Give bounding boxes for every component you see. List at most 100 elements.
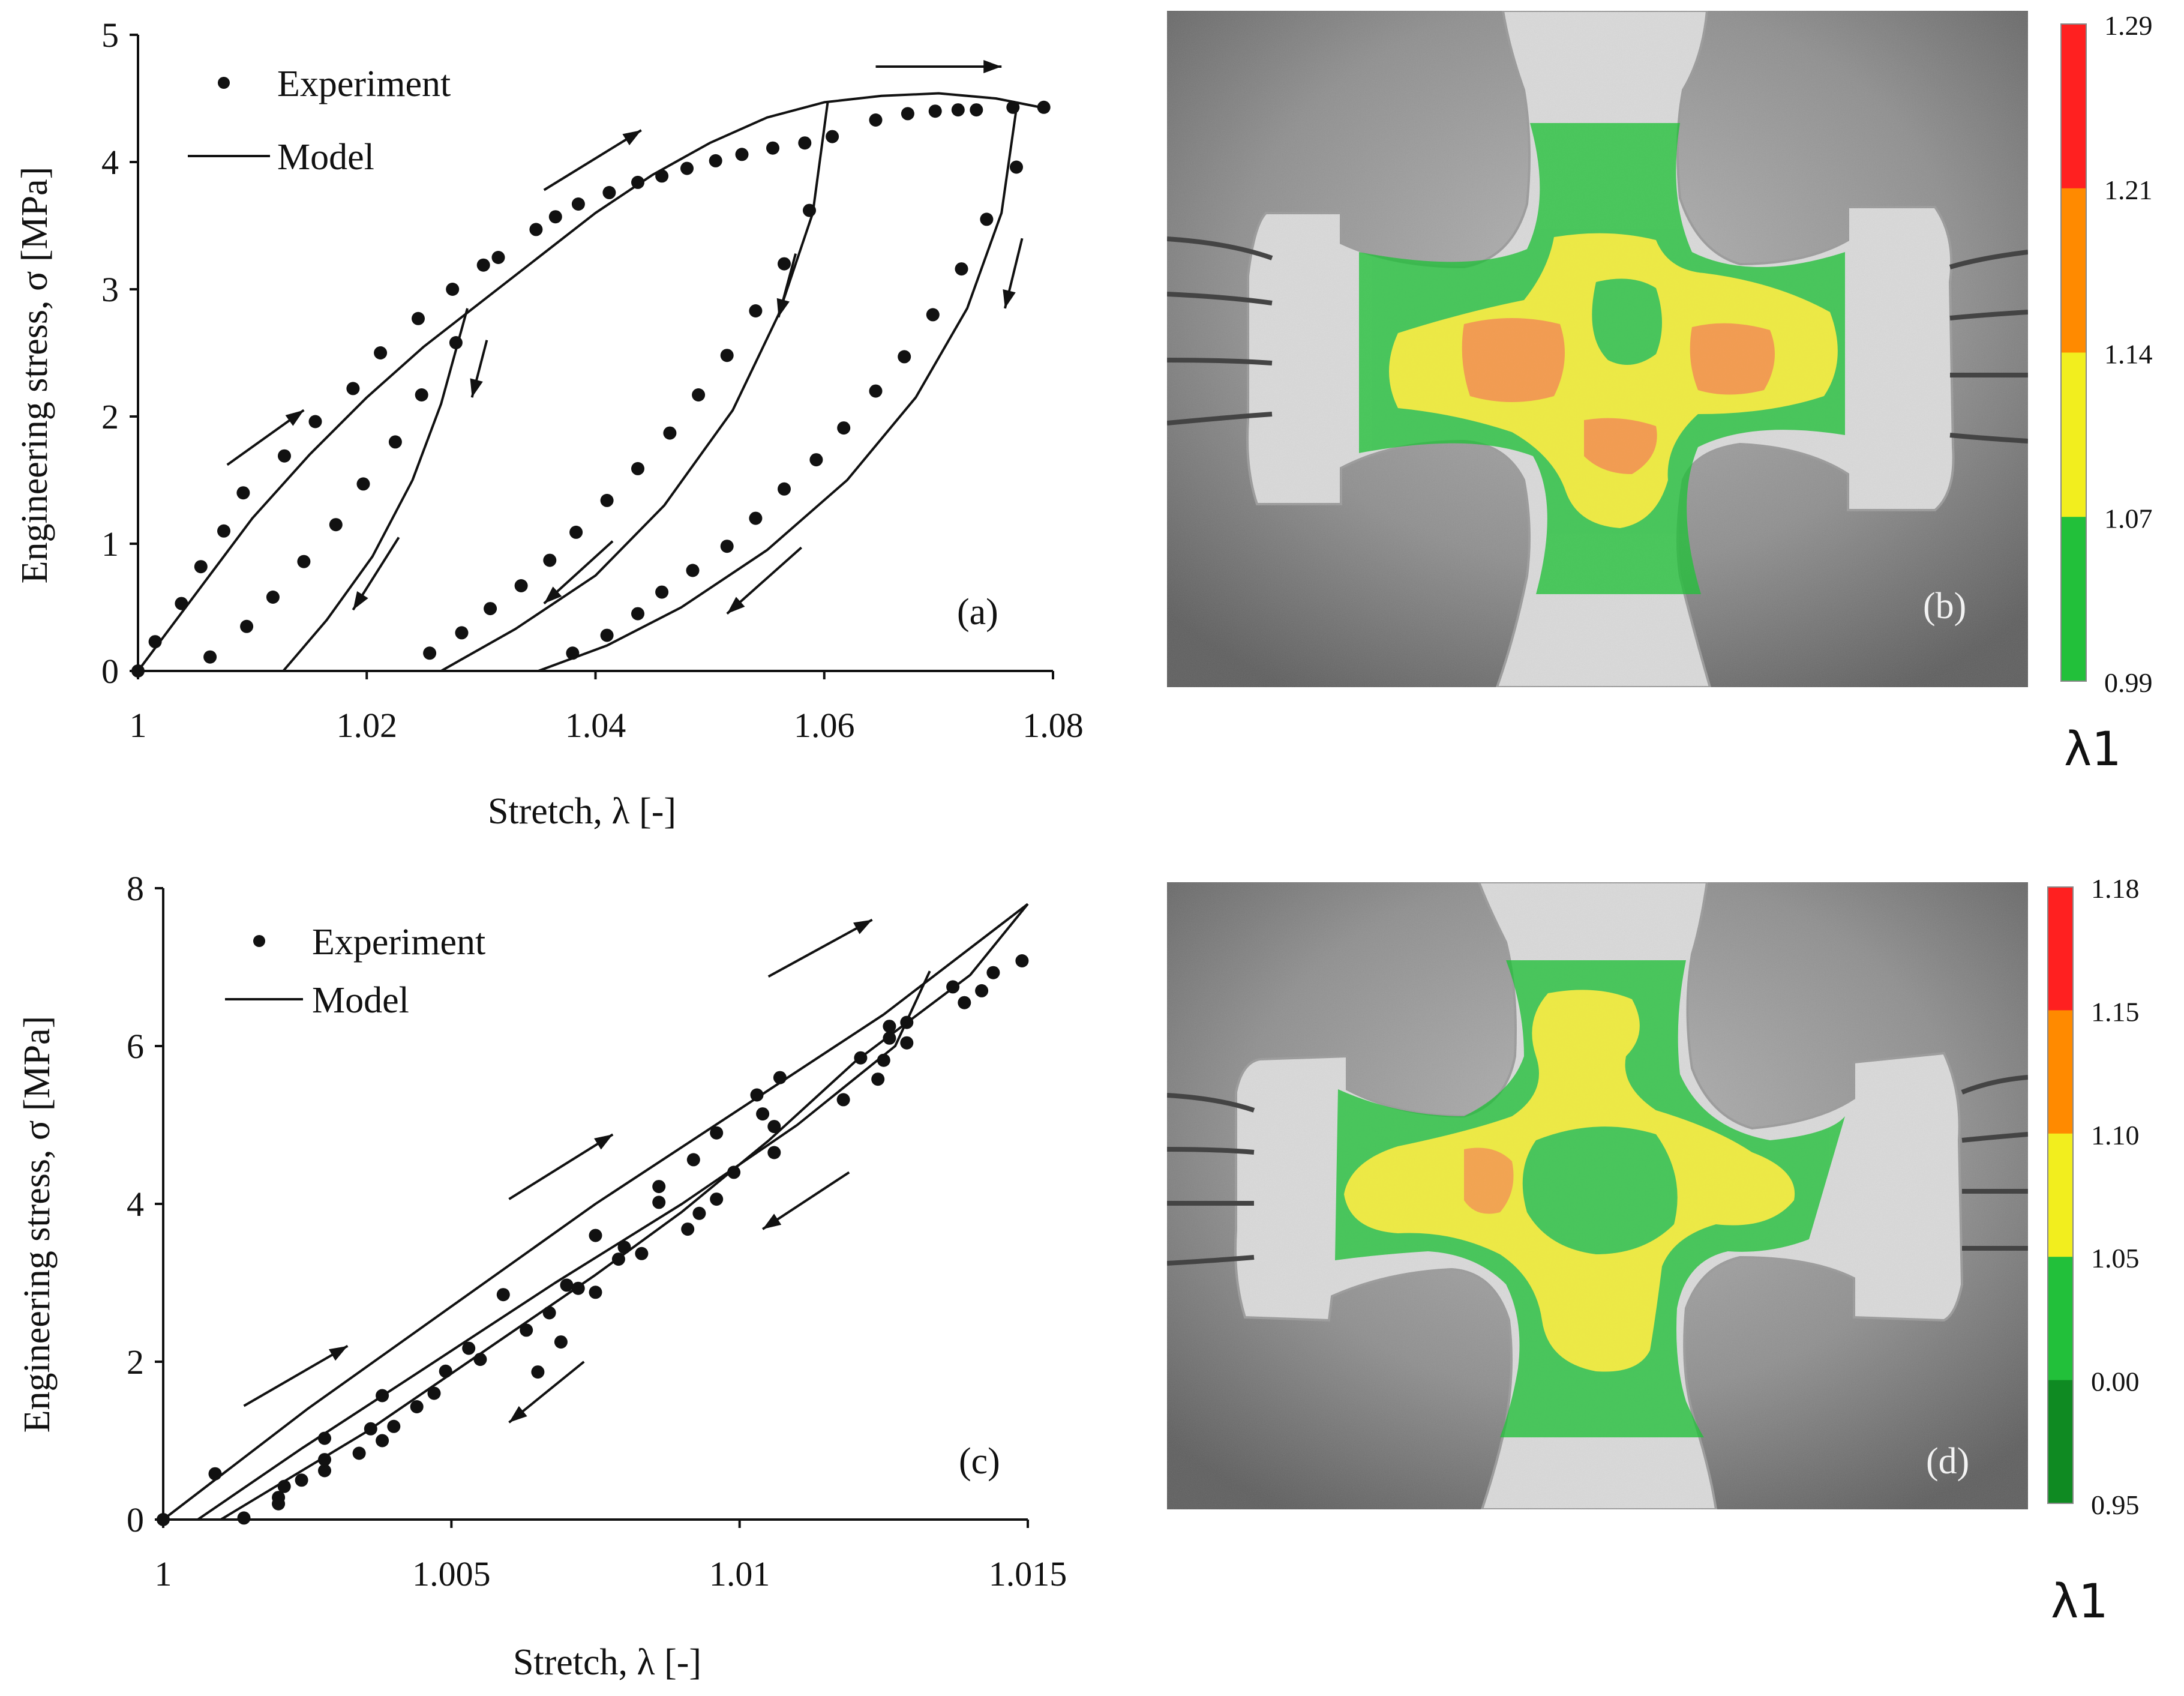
chart-c-experiment-point <box>427 1386 441 1400</box>
chart-a-experiment-point <box>720 349 734 362</box>
chart-a-experiment-point <box>837 421 851 435</box>
chart-a-model-line-3 <box>538 108 1018 672</box>
chart-a-experiment-point <box>766 141 779 155</box>
chart-c-experiment-point <box>900 1036 914 1050</box>
chart-a-y-tick-label: 3 <box>101 270 119 309</box>
chart-a-experiment-point <box>1010 160 1023 174</box>
colorbar-label: 1.07 <box>2104 503 2153 534</box>
chart-a-experiment-point <box>778 257 791 271</box>
chart-a-model-line-0 <box>137 92 1048 672</box>
chart-a-experiment-point <box>809 453 823 467</box>
chart-c-experiment-point <box>1015 954 1029 967</box>
chart-a-experiment-point <box>970 103 983 117</box>
chart-a-experiment-point <box>217 524 230 538</box>
chart-c: 0 2 4 6 8 1 1.005 1.01 1.015 Engineering stress,… <box>17 869 1067 1683</box>
chart-c-experiment-point <box>692 1206 706 1220</box>
chart-a-experiment-point <box>569 525 583 539</box>
chart-a-experiment-point <box>778 482 791 496</box>
chart-a-panel-label: (a) <box>957 592 998 633</box>
colorbar-label: 1.18 <box>2091 873 2140 904</box>
chart-a-experiment-point <box>631 607 644 621</box>
chart-a-experiment-point <box>898 350 911 364</box>
chart-a-direction-arrow <box>726 546 802 615</box>
colorbar-label: 1.10 <box>2091 1120 2140 1150</box>
chart-a-experiment-point <box>346 382 360 395</box>
chart-c-direction-arrow <box>508 1133 614 1200</box>
colorbar-label: 1.21 <box>2104 175 2153 205</box>
chart-a-experiment-point <box>543 553 557 567</box>
chart-a-experiment-point <box>709 154 722 167</box>
strain-region-yellow-b <box>1389 233 1838 528</box>
colorbar-title: λ1 <box>2051 1575 2108 1629</box>
chart-a-experiment-point <box>663 426 677 440</box>
chart-c-experiment-point <box>975 984 989 997</box>
chart-a-experiment-point <box>951 103 965 117</box>
chart-c-legend-marker-experiment <box>253 935 265 947</box>
chart-a-experiment-point <box>602 185 616 199</box>
chart-a-experiment-point <box>680 161 694 175</box>
chart-a-y-tick-label: 5 <box>101 16 119 55</box>
chart-a-experiment-point <box>240 619 254 633</box>
chart-c-legend-experiment: Experiment <box>312 922 485 963</box>
chart-a-y-tick-label: 4 <box>101 143 119 182</box>
chart-c-experiment-point <box>635 1246 649 1260</box>
chart-a-experiment-point <box>631 462 644 475</box>
colorbar-label: 0.99 <box>2104 667 2153 698</box>
chart-c-experiment-point <box>710 1126 724 1140</box>
chart-a-experiment-point <box>529 223 543 236</box>
chart-a-experiment-point <box>297 555 311 568</box>
chart-a-experiment-point <box>955 262 968 276</box>
chart-a-x-tick-label: 1 <box>130 706 147 745</box>
colorbar-segment <box>2048 887 2073 1011</box>
chart-a-experiment-point <box>600 628 614 642</box>
grips-b <box>1167 236 2028 444</box>
chart-c-x-tick-label: 1.015 <box>989 1554 1067 1593</box>
colorbar-segment <box>2048 1380 2073 1504</box>
chart-a-legend-model: Model <box>277 137 374 178</box>
strain-region-green-center-b <box>1592 278 1662 365</box>
chart-c-experiment-point <box>376 1434 389 1448</box>
chart-a-x-tick-label: 1.02 <box>337 706 398 745</box>
chart-a-experiment-point <box>236 486 250 500</box>
chart-c-experiment-point <box>520 1323 533 1337</box>
chart-a-x-tick-label: 1.04 <box>565 706 626 745</box>
chart-c-panel-label: (c) <box>959 1441 1000 1482</box>
colorbar-frame <box>2047 886 2074 1504</box>
chart-a-experiment-point <box>329 518 343 532</box>
chart-a-legend-marker-experiment <box>218 77 230 89</box>
panel-label-d: (d) <box>1926 1441 1969 1482</box>
chart-c-direction-arrow <box>767 918 873 978</box>
chart-a-experiment-point <box>266 591 280 604</box>
strain-region-red-d <box>1464 1147 1514 1214</box>
chart-a-experiment-point <box>901 107 914 121</box>
chart-c-y-tick-label: 6 <box>127 1027 144 1066</box>
chart-a-experiment-point <box>484 602 497 616</box>
chart-a-experiment-point <box>415 388 428 401</box>
chart-c-experiment-point <box>750 1088 764 1102</box>
chart-c-x-tick-label: 1.01 <box>709 1554 770 1593</box>
colorbar-segment <box>2061 517 2086 682</box>
chart-a-y-tick-label: 0 <box>101 652 119 691</box>
colorbar-segment <box>2048 1010 2073 1134</box>
chart-c-direction-arrow <box>243 1344 349 1407</box>
colorbar-label: 0.00 <box>2091 1367 2140 1397</box>
chart-c-experiment-point <box>652 1180 666 1194</box>
chart-a-direction-arrow <box>875 60 1002 73</box>
chart-c-legend-model: Model <box>312 980 409 1021</box>
chart-c-experiment-point <box>387 1419 401 1433</box>
chart-c-experiment-point <box>439 1364 452 1378</box>
chart-c-experiment-point <box>352 1446 366 1460</box>
chart-a-experiment-point <box>203 650 217 664</box>
chart-a-experiment-point <box>869 384 883 398</box>
chart-c-direction-arrow <box>508 1361 585 1424</box>
chart-c-experiment-point <box>410 1400 424 1413</box>
chart-a-experiment-point <box>455 626 469 640</box>
chart-a-y-axis-label: Engineering stress, σ [MPa] <box>14 167 55 584</box>
chart-c-experiment-point <box>589 1228 602 1242</box>
chart-c-experiment-point <box>652 1195 666 1209</box>
chart-c-y-tick-label: 8 <box>127 869 144 908</box>
colorbar-b: 1.29 1.21 1.14 1.07 0.99 λ1 <box>2060 10 2153 777</box>
chart-a-experiment-point <box>548 210 562 224</box>
